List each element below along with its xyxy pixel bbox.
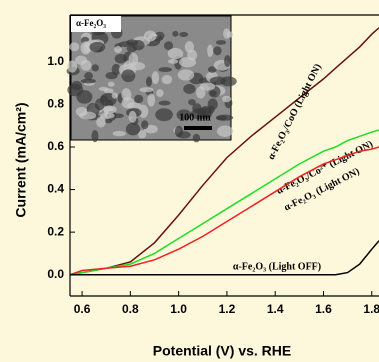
sem-grain [103,106,117,114]
sem-grain [178,69,194,80]
series-label: α-Fe₂O₃/CoO (Light ON) [266,62,324,161]
sem-grain [200,82,216,90]
sem-grain [92,64,99,71]
sem-grain [217,126,233,137]
sem-grain [115,54,127,64]
sem-grain [71,81,82,90]
x-tick-label: 1.4 [267,302,284,316]
y-tick-label: 0.2 [47,224,64,238]
sem-grain [175,126,183,138]
sem-grain [159,101,171,106]
y-tick-label: 0.0 [47,267,64,281]
sem-grain [224,55,231,67]
sem-grain [99,87,109,91]
sem-grain [67,60,77,72]
sem-grain [168,48,183,59]
sem-grain [112,93,118,99]
sem-grain [222,96,231,102]
sem-grain [179,32,188,37]
sem-grain [164,41,173,50]
sem-grain [79,112,96,120]
sem-grain [108,82,115,87]
inset-scale-label: 100 nm [179,112,211,123]
sem-grain [96,116,106,127]
sem-grain [128,53,138,66]
sem-grain [126,123,140,136]
sem-grain [156,89,163,97]
sem-grain [155,108,173,121]
sem-grain [134,95,143,103]
chart: Potential (V) vs. RHE Current (mA/cm²) 0… [0,0,379,362]
sem-grain [207,45,213,57]
line-series [70,130,379,275]
sem-grain [92,130,99,142]
scale-bar [184,126,212,130]
sem-grain [129,111,137,123]
sem-grain [141,120,148,129]
sem-grain [162,75,173,84]
sem-grain [113,131,126,136]
x-tick-label: 1.8 [363,302,379,316]
sem-grain [75,56,87,65]
inset-label: α-Fe₂O₃ [76,18,106,28]
y-tick-label: 0.8 [47,97,64,111]
x-tick-label: 1.0 [170,302,187,316]
sem-grain [193,134,200,143]
sem-grain [158,67,172,72]
sem-grain [172,31,178,37]
sem-grain [114,46,122,53]
sem-grain [139,87,153,92]
inset-image: α-Fe₂O₃ 100 nm [67,16,237,142]
y-tick-label: 1.0 [47,54,64,68]
sem-grain [81,79,96,84]
x-tick-label: 0.6 [74,302,91,316]
sem-grain [179,57,196,67]
x-tick-label: 1.2 [219,302,236,316]
sem-grain [213,46,221,55]
sem-grain [89,42,105,53]
sem-grain [152,71,159,84]
sem-grain [183,84,195,94]
sem-grain [216,40,226,45]
sem-grain [146,77,152,87]
sem-grain [76,90,92,104]
sem-grain [121,69,135,82]
line-series [70,241,379,275]
sem-grain [147,94,155,107]
sem-grain [84,72,93,80]
y-tick-label: 0.4 [47,182,64,196]
sem-grain [168,59,178,64]
sem-grain [69,42,79,51]
sem-grain [216,115,233,121]
x-axis-label: Potential (V) vs. RHE [153,343,291,359]
x-tick-label: 1.6 [315,302,332,316]
series-label: α-Fe₂O₃ (Light OFF) [233,261,321,272]
sem-grain [208,99,218,110]
sem-grain [100,95,107,102]
x-tick-label: 0.8 [122,302,139,316]
sem-grain [132,40,145,50]
y-tick-label: 0.6 [47,139,64,153]
sem-grain [121,88,131,101]
sem-grain [223,28,230,38]
sem-grain [144,31,157,42]
y-axis-label: Current (mA/cm²) [13,102,29,217]
